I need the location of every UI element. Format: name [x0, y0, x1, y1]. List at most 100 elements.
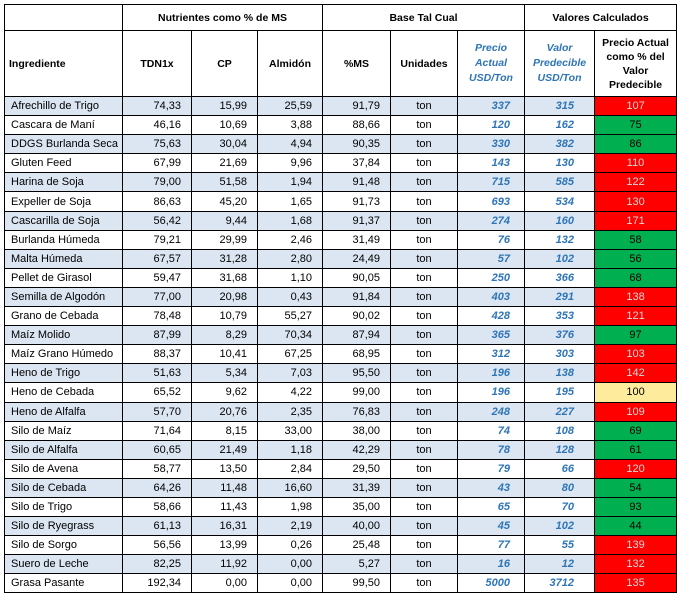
- cell-cp: 31,68: [191, 267, 258, 288]
- cell-ms: 88,66: [322, 115, 391, 136]
- cell-valor-predecible: 353: [524, 306, 596, 327]
- column-header-precio-pct: Precio Actual como % del Valor Predecibl…: [594, 30, 678, 97]
- table-row: Maíz Molido 87,99 8,29 70,34 87,94 ton 365 376 9…: [4, 325, 678, 346]
- cell-ms: 95,50: [322, 363, 391, 384]
- group-header-nutrientes: Nutrientes como % de MS: [122, 4, 323, 31]
- cell-ms: 42,29: [322, 439, 391, 460]
- cell-cp: 11,48: [191, 477, 258, 498]
- column-header-valor-predecible: Valor Predecible USD/Ton: [524, 30, 596, 97]
- cell-ingrediente: DDGS Burlanda Seca: [4, 134, 123, 155]
- cell-precio-pct: 75: [594, 115, 678, 136]
- cell-precio-actual: 312: [456, 344, 526, 365]
- cell-valor-predecible: 382: [524, 134, 596, 155]
- cell-cp: 31,28: [191, 248, 258, 269]
- cell-ingrediente: Malta Húmeda: [4, 248, 123, 269]
- cell-valor-predecible: 227: [524, 401, 596, 422]
- table-row: Maíz Grano Húmedo 88,37 10,41 67,25 68,95 ton…: [4, 344, 678, 365]
- cell-almidon: 4,94: [257, 134, 323, 155]
- cell-ms: 90,05: [322, 267, 391, 288]
- cell-ms: 68,95: [322, 344, 391, 365]
- cell-precio-actual: 43: [456, 477, 526, 498]
- cell-tdn: 78,48: [122, 306, 192, 327]
- cell-almidon: 4,22: [257, 382, 323, 403]
- cell-ms: 5,27: [322, 554, 391, 575]
- cell-tdn: 57,70: [122, 401, 192, 422]
- cell-tdn: 58,77: [122, 458, 192, 479]
- cell-valor-predecible: 102: [524, 516, 596, 537]
- cell-tdn: 56,42: [122, 210, 192, 231]
- cell-ms: 38,00: [322, 420, 391, 441]
- table-row: Burlanda Húmeda 79,21 29,99 2,46 31,49 ton 76 1…: [4, 229, 678, 250]
- cell-unidades: ton: [390, 363, 458, 384]
- cell-valor-predecible: 70: [524, 496, 596, 518]
- cell-precio-pct: 68: [594, 267, 678, 288]
- table-row: Heno de Cebada 65,52 9,62 4,22 99,00 ton 196 19…: [4, 382, 678, 403]
- cell-tdn: 60,65: [122, 439, 192, 460]
- cell-precio-actual: 16: [456, 554, 526, 575]
- cell-unidades: ton: [390, 191, 458, 212]
- cell-ingrediente: Silo de Cebada: [4, 477, 123, 498]
- cell-ingrediente: Maíz Molido: [4, 325, 123, 346]
- cell-ingrediente: Heno de Trigo: [4, 363, 123, 384]
- cell-valor-predecible: 80: [524, 477, 596, 498]
- cell-ms: 90,35: [322, 134, 391, 155]
- table-row: Cascarilla de Soja 56,42 9,44 1,68 91,37 ton 2…: [4, 210, 678, 231]
- cell-almidon: 2,80: [257, 248, 323, 269]
- cell-precio-actual: 5000: [456, 573, 526, 594]
- cell-ingrediente: Silo de Avena: [4, 458, 123, 479]
- table-body: Afrechillo de Trigo 74,33 15,99 25,59 91,79 t…: [4, 95, 678, 594]
- cell-ingrediente: Semilla de Algodón: [4, 286, 123, 308]
- cell-precio-pct: 135: [594, 573, 678, 594]
- cell-precio-pct: 97: [594, 325, 678, 346]
- cell-unidades: ton: [390, 267, 458, 288]
- cell-almidon: 1,18: [257, 439, 323, 460]
- cell-cp: 13,50: [191, 458, 258, 479]
- cell-cp: 51,58: [191, 172, 258, 193]
- cell-ms: 37,84: [322, 153, 391, 174]
- cell-precio-pct: 139: [594, 535, 678, 556]
- cell-unidades: ton: [390, 554, 458, 575]
- cell-tdn: 79,21: [122, 229, 192, 250]
- cell-precio-pct: 93: [594, 496, 678, 518]
- cell-valor-predecible: 130: [524, 153, 596, 174]
- table-row: Suero de Leche 82,25 11,92 0,00 5,27 ton 16 12 1…: [4, 554, 678, 575]
- cell-valor-predecible: 291: [524, 286, 596, 308]
- cell-tdn: 86,63: [122, 191, 192, 212]
- cell-ms: 91,84: [322, 286, 391, 308]
- cell-almidon: 1,98: [257, 496, 323, 518]
- cell-cp: 8,15: [191, 420, 258, 441]
- cell-valor-predecible: 12: [524, 554, 596, 575]
- cell-valor-predecible: 3712: [524, 573, 596, 594]
- cell-unidades: ton: [390, 420, 458, 441]
- cell-cp: 21,49: [191, 439, 258, 460]
- cell-almidon: 2,84: [257, 458, 323, 479]
- cell-precio-pct: 58: [594, 229, 678, 250]
- cell-precio-pct: 121: [594, 306, 678, 327]
- cell-almidon: 1,65: [257, 191, 323, 212]
- cell-tdn: 75,63: [122, 134, 192, 155]
- cell-ms: 35,00: [322, 496, 391, 518]
- cell-precio-actual: 250: [456, 267, 526, 288]
- cell-precio-pct: 109: [594, 401, 678, 422]
- cell-precio-actual: 365: [456, 325, 526, 346]
- header-corner-cell: [4, 4, 123, 31]
- table-row: Grano de Cebada 78,48 10,79 55,27 90,02 ton 42…: [4, 306, 678, 327]
- cell-ingrediente: Burlanda Húmeda: [4, 229, 123, 250]
- table-row: Silo de Ryegrass 61,13 16,31 2,19 40,00 ton 45…: [4, 516, 678, 537]
- cell-almidon: 2,46: [257, 229, 323, 250]
- cell-tdn: 192,34: [122, 573, 192, 594]
- cell-precio-actual: 248: [456, 401, 526, 422]
- cell-unidades: ton: [390, 535, 458, 556]
- cell-valor-predecible: 366: [524, 267, 596, 288]
- cell-tdn: 67,99: [122, 153, 192, 174]
- cell-tdn: 58,66: [122, 496, 192, 518]
- table-row: Semilla de Algodón 77,00 20,98 0,43 91,84 ton…: [4, 286, 678, 308]
- cell-ingrediente: Expeller de Soja: [4, 191, 123, 212]
- cell-valor-predecible: 55: [524, 535, 596, 556]
- cell-precio-actual: 143: [456, 153, 526, 174]
- cell-ingrediente: Grano de Cebada: [4, 306, 123, 327]
- cell-ms: 29,50: [322, 458, 391, 479]
- cell-ms: 91,48: [322, 172, 391, 193]
- cell-precio-actual: 79: [456, 458, 526, 479]
- table-row: Silo de Cebada 64,26 11,48 16,60 31,39 ton 43 8…: [4, 477, 678, 498]
